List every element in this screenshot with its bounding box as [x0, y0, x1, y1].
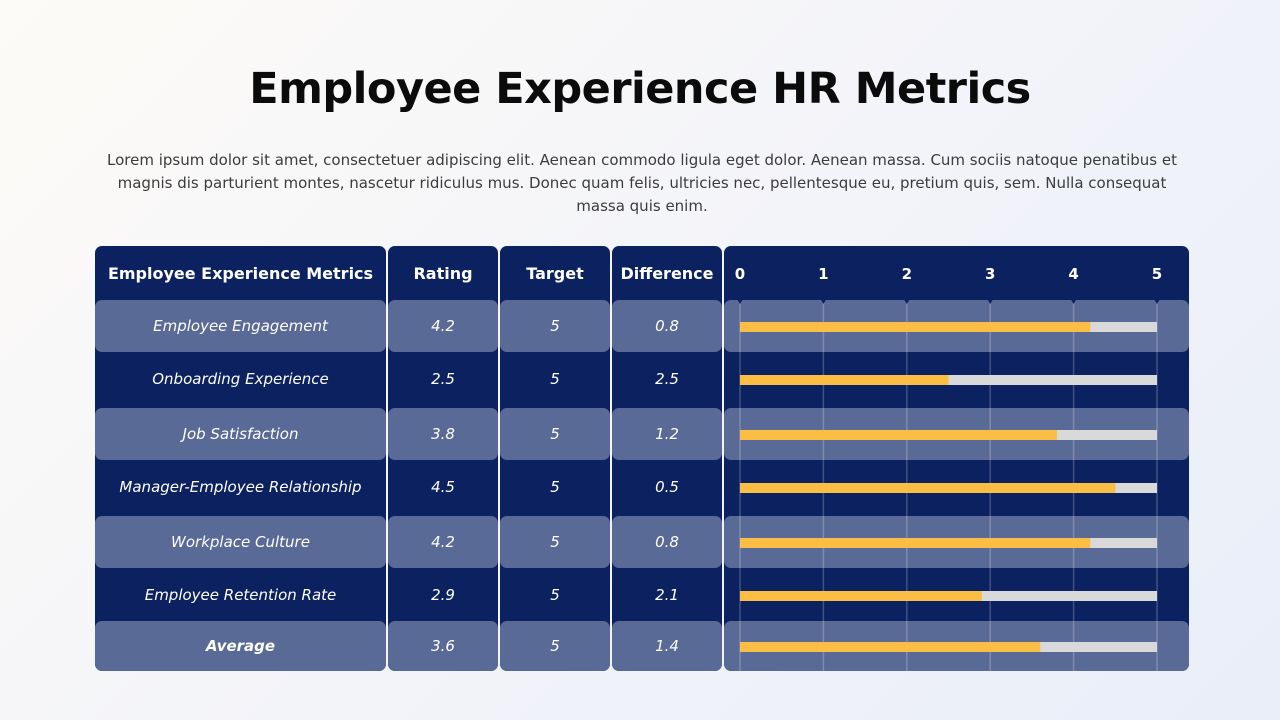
chart-bar: [740, 642, 1041, 652]
difference-column: Difference 0.8 2.5 1.2 0.5 0.8 2.1 1.4: [612, 246, 722, 671]
difference-cell: 1.2: [612, 408, 722, 460]
chart-bar: [740, 322, 1091, 332]
chart-tick-label: 3: [985, 265, 995, 283]
target-cell: 5: [550, 586, 560, 604]
rating-cell: 4.2: [388, 300, 498, 352]
bar-chart-panel: 0 1 2 3 4 5: [724, 246, 1189, 671]
target-header: Target: [526, 263, 584, 283]
metric-header: Employee Experience Metrics: [107, 263, 374, 283]
chart-bar: [740, 538, 1091, 548]
chart-bar: [740, 430, 1057, 440]
target-cell: 5: [550, 370, 560, 388]
chart-tick-marker: [737, 299, 743, 304]
difference-cell: 2.5: [655, 370, 679, 388]
rating-cell: 4.5: [431, 478, 455, 496]
rating-cell: 2.5: [431, 370, 455, 388]
difference-cell: 2.1: [655, 586, 679, 604]
bar-chart: 0 1 2 3 4 5: [724, 265, 1189, 671]
metric-cell: Job Satisfaction: [95, 408, 386, 460]
difference-cell: 1.4: [612, 621, 722, 671]
rating-cell: 4.2: [388, 516, 498, 568]
metric-cell: Employee Engagement: [95, 300, 386, 352]
chart-tick-marker: [903, 299, 910, 304]
metric-cell: Onboarding Experience: [152, 370, 329, 388]
metric-cell: Workplace Culture: [95, 516, 386, 568]
difference-cell: 0.8: [612, 516, 722, 568]
chart-tick-marker: [1070, 299, 1077, 304]
difference-cell: 0.5: [655, 478, 679, 496]
chart-tick-label: 5: [1152, 265, 1162, 283]
target-cell: 5: [550, 478, 560, 496]
rating-header: Rating: [413, 263, 473, 283]
difference-cell: 0.8: [612, 300, 722, 352]
metric-cell: Manager-Employee Relationship: [119, 478, 362, 496]
page-title: Employee Experience HR Metrics: [249, 64, 1031, 114]
metric-cell: Employee Retention Rate: [144, 586, 337, 604]
target-column: Target 5 5 5 5 5 5 5: [500, 246, 610, 671]
target-cell: 5: [500, 516, 610, 568]
target-cell: 5: [500, 621, 610, 671]
chart-tick-marker: [820, 299, 827, 304]
chart-tick-label: 2: [902, 265, 912, 283]
rating-cell: 3.6: [388, 621, 498, 671]
metric-column: Employee Experience Metrics Employee Eng…: [95, 246, 386, 671]
chart-tick-marker: [987, 299, 994, 304]
rating-cell: 2.9: [431, 586, 455, 604]
metric-cell: Average: [95, 621, 386, 671]
description-text: Lorem ipsum dolor sit amet, consectetuer…: [107, 151, 1177, 215]
chart-bar: [740, 591, 982, 601]
difference-header: Difference: [620, 263, 714, 283]
chart-bar: [740, 483, 1116, 493]
target-cell: 5: [500, 408, 610, 460]
rating-cell: 3.8: [388, 408, 498, 460]
rating-column: Rating 4.2 2.5 3.8 4.5 4.2 2.9 3.6: [388, 246, 498, 671]
chart-tick-label: 4: [1068, 265, 1078, 283]
chart-tick-label: 0: [735, 265, 745, 283]
target-cell: 5: [500, 300, 610, 352]
chart-tick-label: 1: [818, 265, 828, 283]
chart-tick-marker: [1154, 299, 1160, 304]
chart-bar: [740, 375, 949, 385]
